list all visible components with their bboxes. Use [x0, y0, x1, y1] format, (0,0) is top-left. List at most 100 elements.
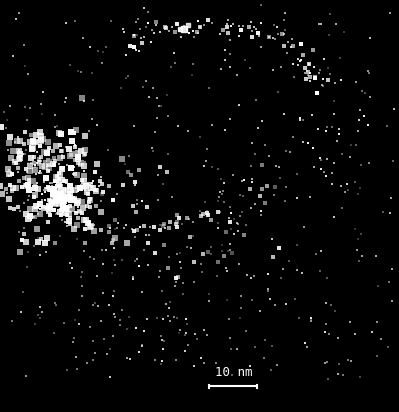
- Point: [45, 185, 52, 192]
- Point: [45, 139, 51, 145]
- Point: [296, 58, 303, 64]
- Point: [293, 294, 299, 300]
- Point: [59, 192, 66, 199]
- Point: [291, 74, 297, 80]
- Point: [205, 17, 211, 23]
- Point: [249, 179, 255, 186]
- Point: [57, 147, 64, 154]
- Point: [52, 198, 59, 204]
- Point: [295, 61, 301, 68]
- Point: [335, 371, 341, 377]
- Point: [387, 209, 393, 216]
- Point: [348, 141, 354, 148]
- Point: [204, 208, 211, 215]
- Point: [38, 154, 44, 160]
- Point: [41, 188, 48, 195]
- Point: [180, 291, 186, 297]
- Point: [356, 258, 363, 265]
- Point: [69, 189, 76, 195]
- Point: [124, 169, 131, 175]
- Point: [87, 195, 93, 202]
- Point: [13, 185, 19, 192]
- Point: [113, 225, 120, 232]
- Point: [315, 126, 322, 132]
- Point: [166, 28, 172, 34]
- Point: [110, 333, 117, 340]
- Point: [129, 297, 136, 304]
- Point: [75, 307, 82, 313]
- Point: [130, 274, 136, 281]
- Point: [72, 197, 79, 204]
- Point: [198, 355, 204, 362]
- Point: [206, 298, 212, 304]
- Point: [203, 145, 210, 152]
- Point: [35, 186, 41, 193]
- Point: [310, 164, 317, 171]
- Point: [134, 32, 140, 38]
- Point: [65, 218, 72, 225]
- Point: [57, 195, 63, 201]
- Point: [318, 248, 325, 254]
- Point: [123, 52, 129, 58]
- Point: [200, 21, 207, 28]
- Point: [47, 204, 53, 211]
- Point: [182, 331, 189, 338]
- Point: [36, 143, 43, 149]
- Point: [57, 193, 63, 199]
- Point: [86, 181, 93, 188]
- Point: [25, 248, 32, 255]
- Point: [132, 182, 138, 189]
- Point: [191, 259, 198, 266]
- Point: [35, 234, 41, 241]
- Point: [91, 255, 97, 262]
- Point: [280, 266, 286, 272]
- Point: [19, 184, 26, 190]
- Point: [32, 213, 38, 220]
- Point: [259, 185, 265, 192]
- Point: [149, 148, 156, 155]
- Point: [157, 164, 163, 171]
- Point: [184, 27, 190, 33]
- Point: [231, 231, 237, 237]
- Point: [358, 230, 364, 237]
- Point: [165, 151, 171, 158]
- Point: [47, 197, 53, 204]
- Point: [218, 241, 225, 248]
- Point: [46, 212, 53, 218]
- Point: [146, 232, 152, 238]
- Point: [192, 330, 198, 337]
- Point: [217, 30, 223, 37]
- Point: [13, 160, 19, 167]
- Point: [59, 193, 65, 199]
- Point: [223, 265, 229, 271]
- Point: [107, 373, 114, 380]
- Point: [16, 178, 22, 184]
- Point: [213, 344, 219, 350]
- Point: [113, 191, 120, 198]
- Point: [20, 339, 26, 346]
- Point: [313, 99, 319, 105]
- Point: [328, 302, 334, 308]
- Point: [145, 9, 151, 15]
- Point: [203, 158, 209, 165]
- Point: [43, 150, 50, 156]
- Point: [63, 210, 69, 216]
- Point: [14, 138, 20, 145]
- Point: [2, 124, 9, 131]
- Point: [47, 201, 54, 207]
- Point: [329, 181, 336, 187]
- Point: [23, 147, 29, 154]
- Point: [117, 317, 123, 323]
- Point: [359, 253, 365, 260]
- Point: [59, 177, 65, 183]
- Point: [190, 279, 197, 285]
- Point: [111, 257, 117, 263]
- Point: [336, 130, 342, 137]
- Point: [124, 326, 130, 332]
- Point: [178, 221, 185, 228]
- Point: [221, 199, 227, 206]
- Point: [46, 146, 53, 152]
- Point: [159, 358, 165, 364]
- Point: [234, 228, 241, 235]
- Point: [26, 212, 33, 219]
